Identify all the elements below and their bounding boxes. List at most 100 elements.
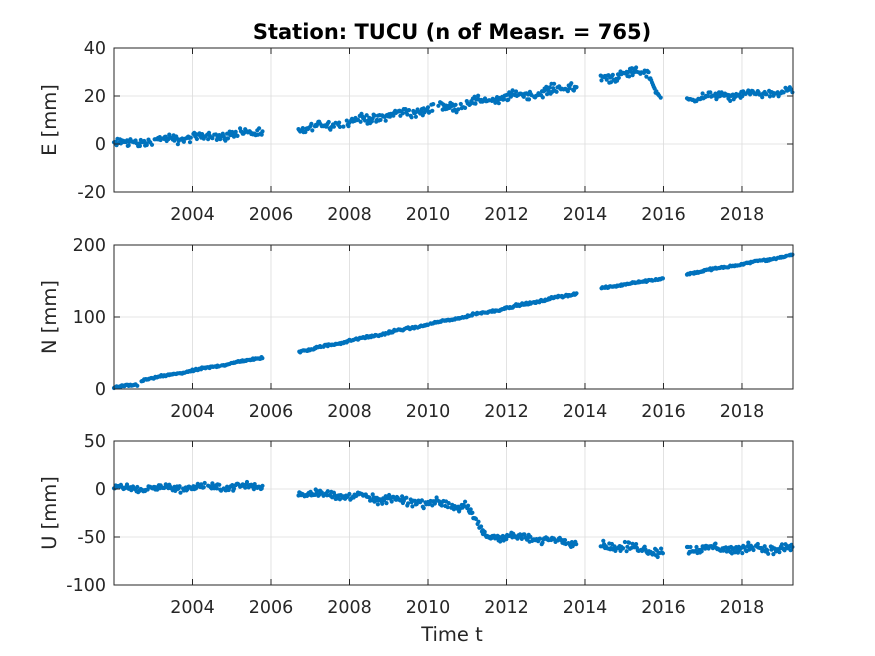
data-point — [688, 544, 693, 550]
data-point — [409, 115, 414, 120]
data-point — [630, 541, 635, 546]
data-point — [473, 516, 478, 522]
data-point — [404, 495, 409, 500]
data-point — [331, 124, 336, 129]
data-point — [765, 548, 770, 553]
data-point — [660, 276, 666, 281]
data-point — [699, 549, 704, 554]
data-point — [462, 503, 467, 509]
data-point — [326, 119, 331, 125]
data-point — [788, 548, 793, 553]
data-point — [178, 490, 183, 495]
x-tick-label: 2008 — [327, 598, 372, 618]
series-N — [111, 252, 795, 391]
data-point — [790, 252, 795, 257]
data-point — [554, 89, 559, 94]
data-point — [694, 544, 699, 550]
y-axis-label: U [mm] — [38, 476, 61, 550]
data-point — [391, 113, 396, 118]
data-point — [260, 356, 265, 361]
data-point — [446, 501, 451, 506]
data-point — [777, 550, 782, 555]
x-tick-label: 2012 — [484, 598, 529, 618]
data-point — [700, 91, 705, 96]
data-point — [515, 536, 520, 541]
data-point — [367, 495, 372, 500]
data-point — [569, 81, 574, 86]
data-point — [659, 546, 664, 551]
y-axis-label: E [mm] — [38, 84, 61, 156]
y-tick-label: -100 — [66, 576, 106, 596]
data-point — [574, 85, 579, 90]
x-tick-label: 2016 — [641, 598, 686, 618]
data-point — [528, 534, 533, 539]
data-point — [470, 510, 475, 515]
data-point — [235, 133, 240, 138]
chart-title: Station: TUCU (n of Measr. = 765) — [253, 20, 651, 44]
data-point — [341, 124, 346, 129]
x-tick-label: 2014 — [563, 402, 608, 422]
data-point — [412, 498, 418, 503]
data-point — [217, 482, 222, 487]
data-point — [604, 77, 609, 82]
x-tick-label: 2010 — [406, 598, 451, 618]
data-point — [135, 484, 140, 490]
data-point — [300, 126, 305, 131]
data-point — [526, 97, 532, 102]
panel-east: 2004 2006 2008 2010 2012 2014 2016 2018 -20 0 20 40… — [38, 39, 795, 225]
data-point — [430, 108, 435, 113]
plot-area — [113, 47, 794, 193]
data-point — [501, 97, 507, 102]
y-tick-label: 20 — [84, 87, 106, 107]
data-point — [210, 136, 215, 141]
y-tick-label: 200 — [73, 236, 106, 256]
data-point — [230, 483, 235, 488]
data-point — [403, 107, 408, 112]
data-point — [764, 92, 769, 97]
data-point — [347, 491, 352, 497]
x-tick-label: 2008 — [327, 402, 372, 422]
data-point — [126, 143, 131, 148]
data-point — [456, 107, 461, 112]
data-point — [431, 102, 436, 107]
data-point — [760, 95, 765, 100]
data-point — [514, 89, 519, 94]
data-point — [202, 480, 207, 486]
data-point — [757, 92, 762, 97]
x-axis-label: Time t — [420, 623, 483, 646]
data-point — [231, 486, 237, 491]
x-tick-label: 2018 — [720, 598, 765, 618]
data-point — [319, 490, 324, 495]
data-point — [309, 121, 314, 126]
data-point — [468, 507, 473, 512]
data-point — [405, 112, 410, 117]
data-point — [421, 506, 426, 511]
data-point — [482, 529, 487, 535]
data-point — [362, 118, 368, 123]
data-point — [755, 541, 760, 547]
data-point — [766, 551, 771, 556]
data-point — [175, 142, 180, 147]
data-point — [660, 551, 666, 556]
data-point — [177, 484, 182, 489]
data-point — [436, 103, 441, 108]
data-point — [387, 492, 392, 498]
data-point — [188, 135, 193, 140]
y-axis-label: N [mm] — [38, 280, 61, 354]
data-point — [655, 554, 660, 560]
x-tick-label: 2008 — [327, 205, 372, 225]
y-tick-label: 40 — [84, 39, 106, 59]
data-point — [658, 95, 663, 100]
data-point — [781, 90, 786, 95]
x-tick-label: 2004 — [170, 205, 215, 225]
data-point — [634, 542, 639, 547]
data-point — [705, 94, 710, 99]
x-tick-label: 2010 — [406, 402, 451, 422]
x-tick-label: 2004 — [170, 598, 215, 618]
data-point — [498, 539, 503, 544]
data-point — [537, 536, 543, 541]
data-point — [389, 499, 394, 504]
data-point — [790, 90, 795, 95]
x-tick-label: 2012 — [484, 205, 529, 225]
